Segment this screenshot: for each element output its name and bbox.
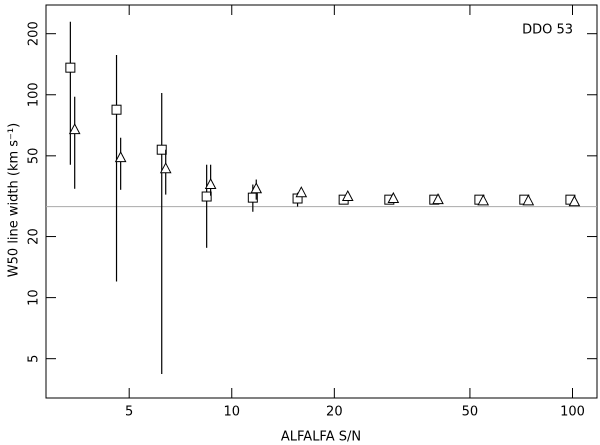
- y-tick-label: 10: [27, 289, 42, 306]
- x-tick-label: 50: [462, 405, 479, 420]
- triangle-marker: [114, 151, 127, 163]
- y-tick-label: 50: [27, 148, 42, 165]
- x-tick-label: 10: [223, 405, 240, 420]
- triangle-marker: [387, 191, 400, 204]
- x-axis-title: ALFALFA S/N: [281, 430, 361, 445]
- triangle-marker: [477, 194, 490, 206]
- x-tick-label: 20: [326, 405, 343, 420]
- y-tick-label: 200: [27, 21, 42, 46]
- triangle-marker: [159, 162, 172, 174]
- y-tick-label: 20: [27, 228, 42, 245]
- square-marker: [111, 104, 122, 115]
- square-marker: [65, 62, 76, 73]
- x-tick-label: 100: [560, 405, 585, 420]
- x-tick-label: 5: [125, 405, 133, 420]
- triangle-marker: [522, 194, 535, 206]
- triangle-marker: [204, 177, 217, 190]
- annotation: DDO 53: [522, 23, 573, 38]
- triangle-marker: [341, 189, 354, 202]
- plot-frame: [45, 4, 598, 399]
- triangle-marker: [68, 123, 81, 135]
- square-marker: [201, 191, 212, 202]
- triangle-marker: [432, 193, 444, 205]
- y-tick-label: 100: [27, 82, 42, 107]
- triangle-marker: [250, 182, 263, 194]
- square-marker: [156, 144, 167, 155]
- triangle-marker: [568, 195, 581, 207]
- y-axis-title: W50 line width (km s⁻¹): [7, 123, 22, 277]
- triangle-marker: [295, 186, 308, 198]
- y-tick-label: 5: [27, 355, 42, 363]
